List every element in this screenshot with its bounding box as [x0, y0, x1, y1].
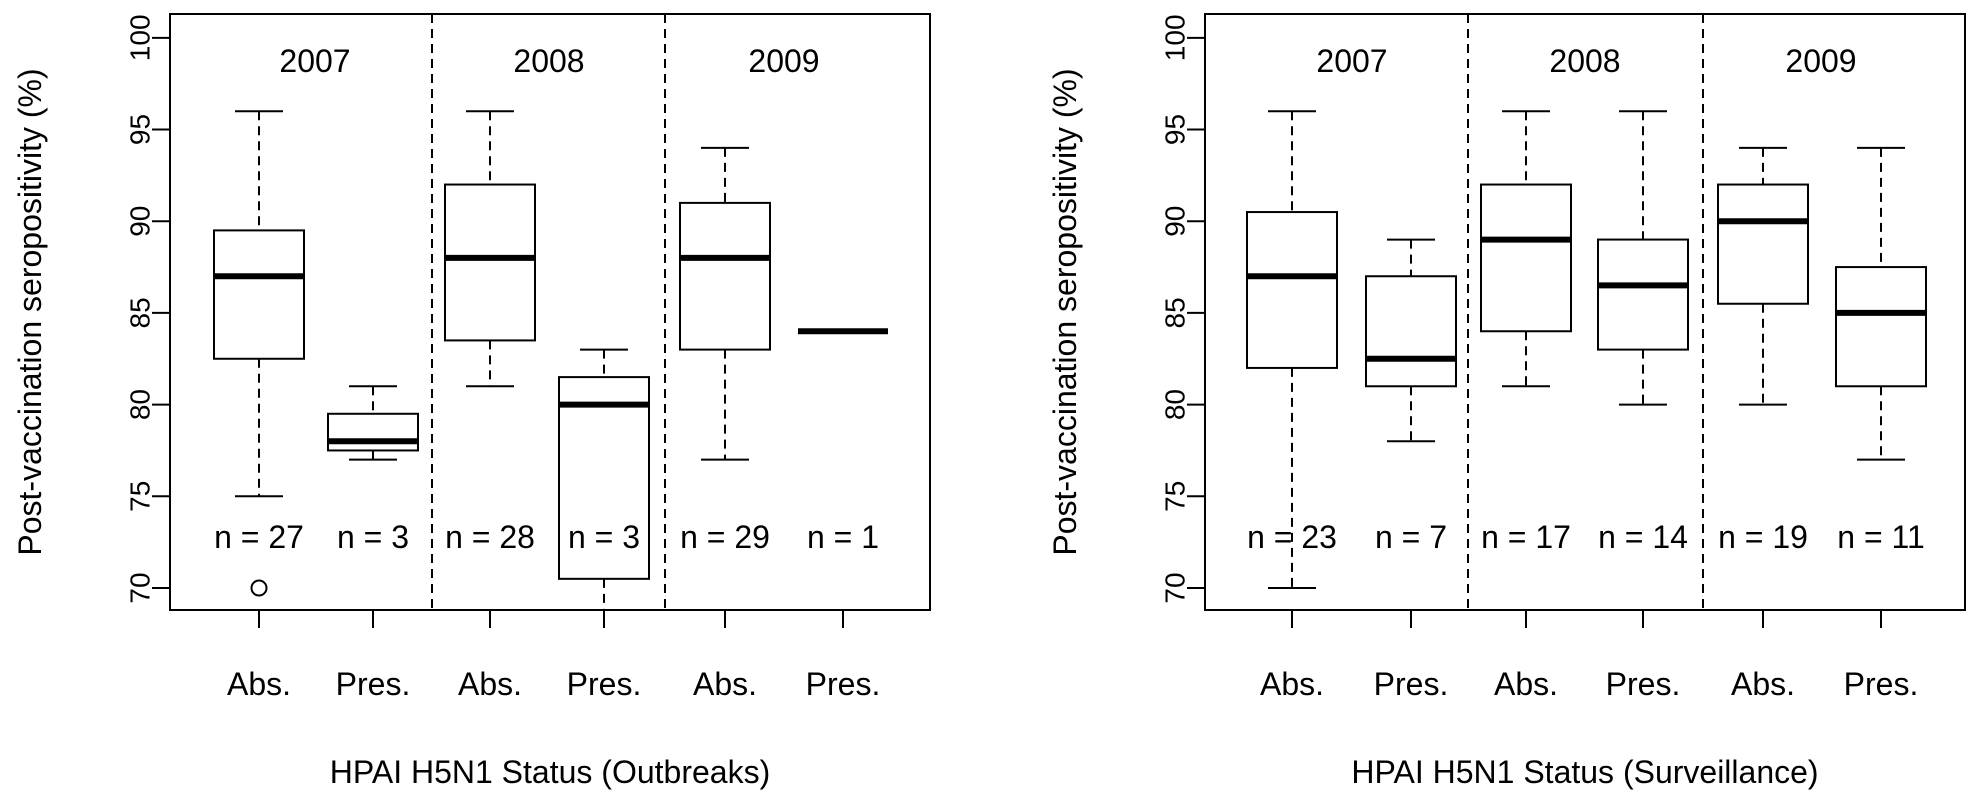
- sample-size-label: n = 14: [1598, 519, 1688, 555]
- x-tick-label: Abs.: [1731, 666, 1795, 702]
- y-axis-label: Post-vaccination seropositivity (%): [12, 68, 48, 555]
- x-axis-label: HPAI H5N1 Status (Outbreaks): [330, 754, 770, 790]
- x-tick-label: Pres.: [567, 666, 642, 702]
- x-tick-label: Pres.: [806, 666, 881, 702]
- sample-size-label: n = 27: [214, 519, 304, 555]
- sample-size-label: n = 1: [807, 519, 879, 555]
- x-axis-label: HPAI H5N1 Status (Surveillance): [1351, 754, 1818, 790]
- x-tick-label: Pres.: [1606, 666, 1681, 702]
- box-present-2008: Pres. n = 3: [558, 348, 650, 702]
- x-tick-label: Pres.: [336, 666, 411, 702]
- x-tick-label: Abs.: [227, 666, 291, 702]
- box-absent-2007: Abs. n = 27: [213, 110, 305, 702]
- box-absent-2009: Abs. n = 29: [679, 146, 771, 702]
- y-tick-label: 100: [1160, 14, 1191, 61]
- sample-size-label: n = 19: [1718, 519, 1808, 555]
- y-tick-label: 85: [125, 297, 156, 328]
- box-absent-2009: Abs. n = 19: [1717, 146, 1809, 702]
- interquartile-box: [1717, 183, 1809, 305]
- sample-size-label: n = 11: [1837, 519, 1924, 555]
- box-absent-2007: Abs. n = 23: [1246, 110, 1338, 702]
- interquartile-box: [558, 376, 650, 580]
- box-present-2009: Pres. n = 1: [798, 328, 888, 702]
- interquartile-box: [1597, 238, 1689, 351]
- chart-panel-2: 70 75 80 85 90 95 100 Post-vaccination seroposi…: [1047, 13, 1966, 790]
- y-tick-label: 80: [125, 389, 156, 420]
- box-absent-2008: Abs. n = 28: [444, 110, 536, 702]
- sample-size-label: n = 28: [445, 519, 535, 555]
- y-tick-label: 70: [1160, 572, 1191, 603]
- sample-size-label: n = 29: [680, 519, 770, 555]
- y-tick-label: 70: [125, 572, 156, 603]
- year-label: 2008: [1549, 43, 1620, 79]
- x-tick-label: Pres.: [1374, 666, 1449, 702]
- y-tick-label: 95: [125, 114, 156, 145]
- sample-size-label: n = 7: [1375, 519, 1447, 555]
- y-tick-label: 75: [1160, 481, 1191, 512]
- sample-size-label: n = 17: [1481, 519, 1571, 555]
- year-label: 2009: [1785, 43, 1856, 79]
- year-label: 2007: [1316, 43, 1387, 79]
- box-present-2007: Pres. n = 3: [327, 385, 419, 702]
- y-tick-label: 100: [125, 14, 156, 61]
- x-tick-label: Abs.: [1494, 666, 1558, 702]
- year-label: 2007: [279, 43, 350, 79]
- x-tick-label: Abs.: [458, 666, 522, 702]
- sample-size-label: n = 3: [568, 519, 640, 555]
- interquartile-box: [327, 412, 419, 452]
- interquartile-box: [1365, 275, 1457, 388]
- box-present-2007: Pres. n = 7: [1365, 238, 1457, 702]
- y-tick-label: 85: [1160, 297, 1191, 328]
- y-tick-label: 95: [1160, 114, 1191, 145]
- x-tick-label: Abs.: [1260, 666, 1324, 702]
- outlier-point: [250, 579, 268, 597]
- year-label: 2009: [748, 43, 819, 79]
- interquartile-box: [444, 183, 536, 342]
- interquartile-box: [1835, 266, 1927, 388]
- box-present-2009: Pres. n = 11: [1835, 146, 1927, 702]
- x-tick-label: Abs.: [693, 666, 757, 702]
- interquartile-box: [679, 201, 771, 351]
- y-tick-label: 75: [125, 481, 156, 512]
- year-label: 2008: [513, 43, 584, 79]
- box-absent-2008: Abs. n = 17: [1480, 110, 1572, 702]
- x-tick-label: Pres.: [1844, 666, 1919, 702]
- interquartile-box: [1246, 211, 1338, 369]
- interquartile-box: [213, 229, 305, 360]
- y-tick-label: 80: [1160, 389, 1191, 420]
- interquartile-box: [1480, 183, 1572, 333]
- box-present-2008: Pres. n = 14: [1597, 110, 1689, 702]
- chart-panel-1: 70 75 80 85 90 95 100 Post-vaccination seroposi…: [12, 13, 931, 790]
- sample-size-label: n = 23: [1247, 519, 1337, 555]
- y-tick-label: 90: [1160, 206, 1191, 237]
- y-axis-label: Post-vaccination seropositivity (%): [1047, 68, 1083, 555]
- y-tick-label: 90: [125, 206, 156, 237]
- sample-size-label: n = 3: [337, 519, 409, 555]
